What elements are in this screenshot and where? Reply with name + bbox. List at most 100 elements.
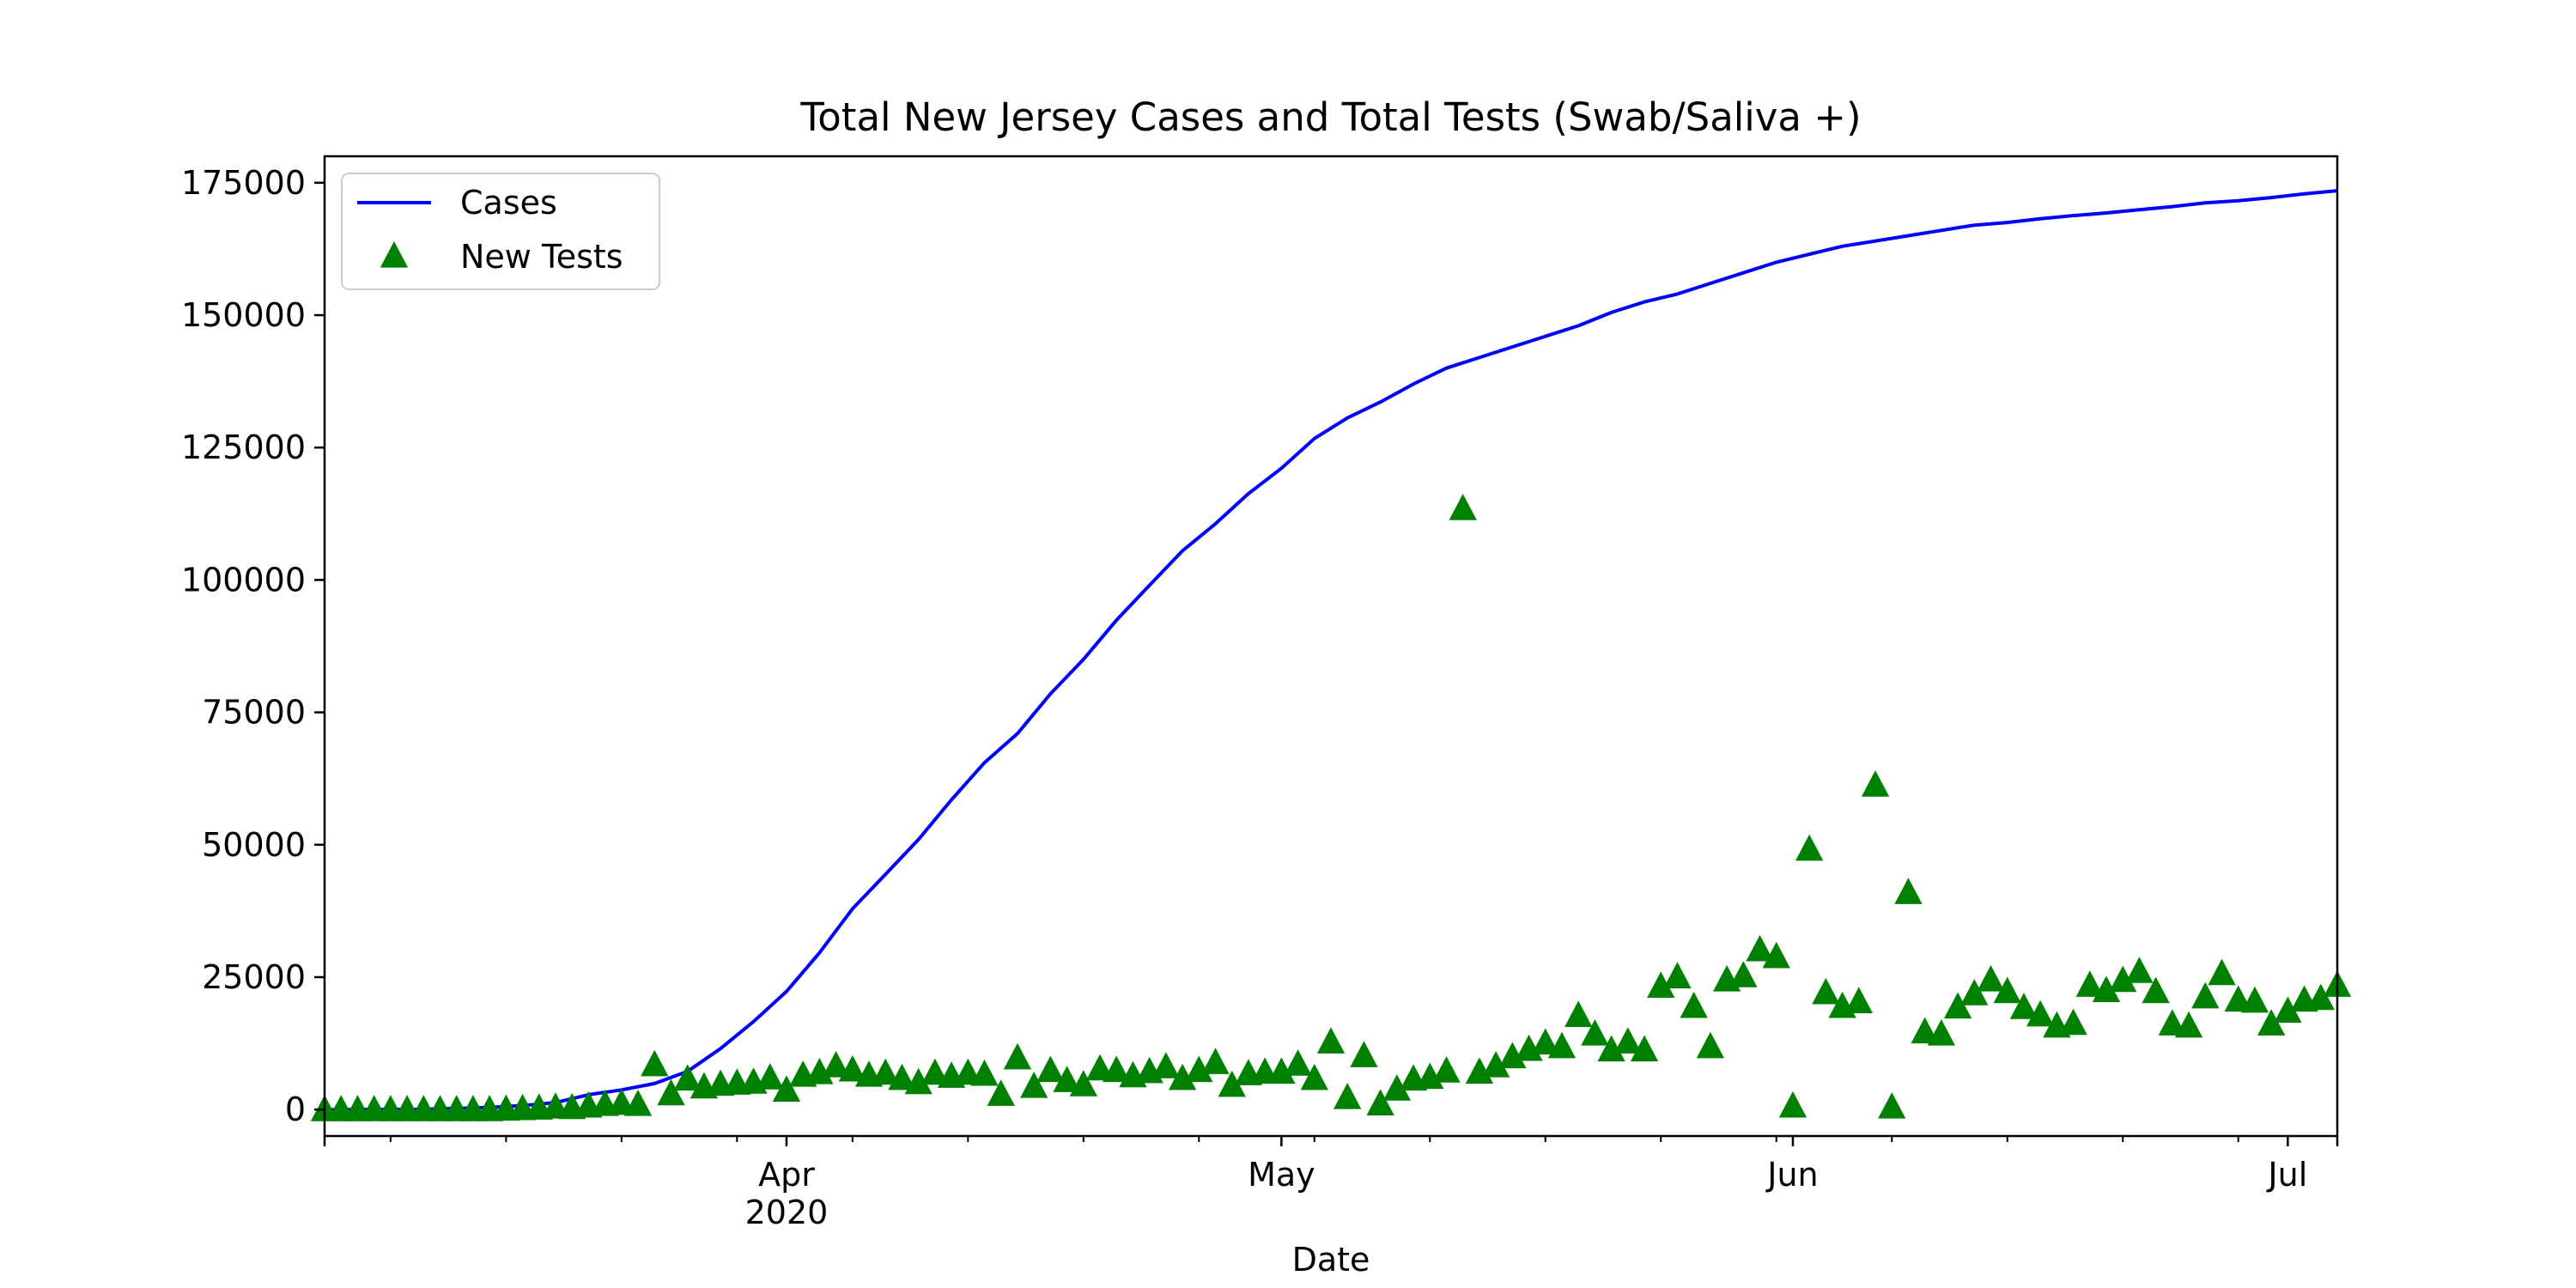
new-tests-point [1729,961,1758,987]
new-tests-point [2191,981,2220,1009]
new-tests-point [2240,986,2269,1013]
new-tests-point [1762,941,1790,969]
plot-marks [310,189,2352,1121]
new-tests-point [1597,1035,1625,1062]
y-tick-label: 0 [285,1091,306,1128]
new-tests-point [888,1063,916,1091]
new-tests-point [1746,934,1774,962]
new-tests-point [1531,1028,1559,1055]
new-tests-point [1003,1042,1032,1070]
new-tests-point [838,1054,866,1082]
new-tests-point [1960,979,1989,1005]
new-tests-point [1481,1050,1510,1078]
new-tests-point [1218,1070,1246,1097]
new-tests-point [641,1049,669,1077]
new-tests-point [1894,878,1923,904]
new-tests-point [822,1050,850,1078]
new-tests-point [920,1058,950,1085]
y-tick-label: 175000 [181,164,306,202]
new-tests-point [1085,1054,1115,1081]
new-tests-point [2009,993,2038,1019]
new-tests-point [2306,983,2335,1011]
new-tests-point [1943,992,1972,1019]
y-tick-label: 75000 [202,694,306,732]
new-tests-point [1812,977,1840,1005]
new-tests-point [756,1063,784,1090]
chart-title: Total New Jersey Cases and Total Tests (… [799,94,1861,140]
x-tick-label: Jul [2266,1156,2307,1194]
new-tests-point [1498,1042,1527,1069]
new-tests-point [2075,970,2104,997]
x-tick-label: Apr [758,1156,815,1194]
new-tests-point [1020,1072,1048,1098]
new-tests-point [2142,976,2170,1004]
new-tests-point [1581,1018,1609,1046]
new-tests-point [1316,1027,1346,1054]
new-tests-point [2026,999,2055,1027]
new-tests-point [1927,1018,1956,1046]
new-tests-point [1382,1074,1412,1101]
legend: Cases New Tests [341,173,660,290]
new-tests-point [1069,1070,1097,1097]
new-tests-point [1334,1082,1362,1109]
new-tests-point [2174,1011,2203,1038]
new-tests-point [1185,1055,1213,1083]
new-tests-point [1300,1063,1328,1091]
new-tests-point [1432,1056,1461,1083]
new-tests-point [1844,987,1873,1013]
legend-new-tests-label: New Tests [460,238,623,276]
x-axis-label: Date [1292,1241,1370,1279]
new-tests-point [2109,965,2137,993]
new-tests-point [657,1078,685,1106]
new-tests-point [2092,975,2121,1002]
legend-cases-label: Cases [460,184,557,222]
new-tests-point [1366,1089,1394,1115]
new-tests-point [2059,1008,2087,1036]
y-tick-label: 100000 [181,561,306,598]
x-tick-label: Jun [1765,1156,1818,1194]
new-tests-point [1350,1041,1378,1067]
new-tests-point [772,1075,801,1102]
new-tests-point [1449,494,1477,520]
axes: 0 25000 50000 75000 100000 125000 150000 175000… [181,164,2339,1231]
new-tests-point [1911,1017,1939,1044]
new-tests-point [1647,971,1675,999]
new-tests-point [1564,1000,1593,1027]
new-tests-point [1036,1055,1065,1083]
new-tests-point [2274,996,2302,1024]
new-tests-point [1201,1048,1230,1074]
new-tests-point [1795,834,1824,861]
y-tick-label: 150000 [181,296,306,334]
new-tests-point [2208,958,2236,986]
new-tests-point [2257,1009,2286,1036]
y-tick-label: 50000 [202,826,306,864]
new-tests-point [1053,1066,1081,1092]
new-tests-point [1284,1049,1312,1076]
new-tests-point [1168,1063,1197,1091]
y-tick-label: 25000 [202,958,306,996]
new-tests-point [1993,976,2021,1004]
new-tests-point [872,1058,900,1085]
new-tests-point [987,1079,1015,1106]
new-tests-point [1267,1057,1296,1084]
new-tests-point [1778,1091,1807,1118]
plot-frame [323,155,2339,1138]
new-tests-point [1613,1027,1642,1054]
new-tests-point [970,1059,999,1086]
new-tests-point [673,1064,702,1091]
new-tests-point [623,1089,653,1116]
x-tick-year-label: 2020 [745,1194,829,1231]
new-tests-point [1663,962,1692,988]
new-tests-point [2125,957,2154,983]
new-tests-point [1878,1092,1906,1119]
new-tests-point [805,1057,834,1084]
new-tests-point [1696,1031,1725,1059]
legend-new-tests-swatch [380,241,409,268]
new-tests-point [904,1067,933,1095]
new-tests-point [1547,1031,1577,1059]
y-tick-label: 125000 [181,428,306,466]
new-tests-point [1151,1052,1181,1078]
cases-line [324,189,2338,1112]
